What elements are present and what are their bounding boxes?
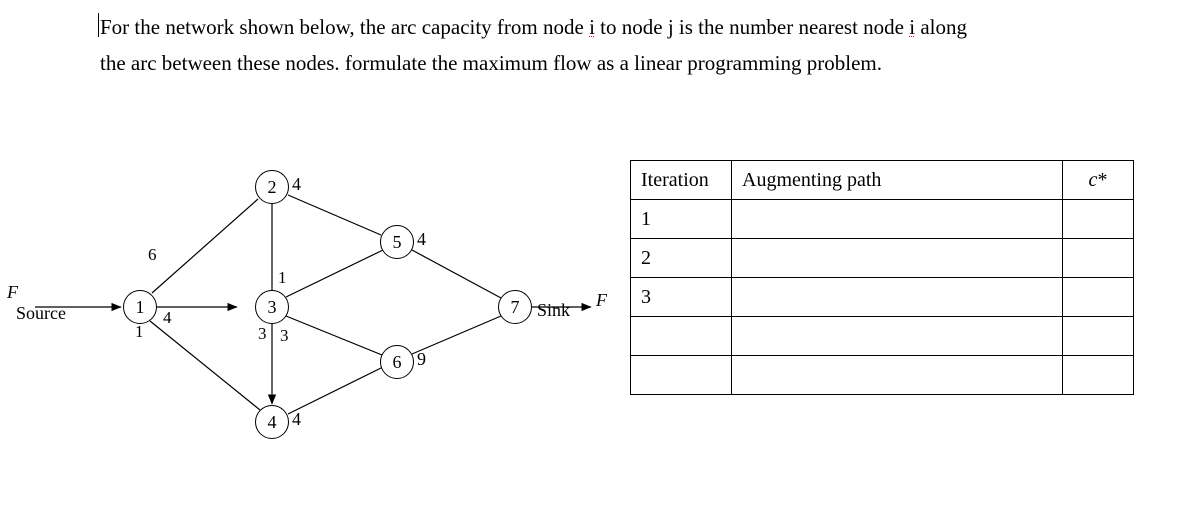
cstar-symbol: c xyxy=(1089,169,1098,191)
node-3: 3 xyxy=(255,290,289,324)
sink-label: Sink xyxy=(537,300,570,321)
edge-3-6 xyxy=(286,316,382,355)
cap-1-2: 6 xyxy=(148,245,157,265)
cell-iter-5 xyxy=(631,356,732,395)
node-6: 6 xyxy=(380,345,414,379)
cell-iter-1: 1 xyxy=(631,200,732,239)
cap-1-4: 1 xyxy=(135,322,144,342)
edge-3-5 xyxy=(286,250,383,297)
cap-1-3: 4 xyxy=(163,308,172,328)
col-iteration: Iteration xyxy=(631,161,732,200)
cell-path-3 xyxy=(732,278,1063,317)
col-augmenting-path: Augmenting path xyxy=(732,161,1063,200)
cell-iter-4 xyxy=(631,317,732,356)
source-label: Source xyxy=(16,303,66,324)
prompt-line1-mid: to node j is the number nearest node xyxy=(595,15,909,39)
cap-3-4-from: 3 xyxy=(258,324,267,344)
node-1: 1 xyxy=(123,290,157,324)
table-row xyxy=(631,356,1134,395)
node-7-label: 7 xyxy=(511,297,520,318)
cell-cstar-1 xyxy=(1063,200,1134,239)
edge-5-7 xyxy=(412,250,501,298)
node-2: 2 xyxy=(255,170,289,204)
table-row: 1 xyxy=(631,200,1134,239)
table-row: 2 xyxy=(631,239,1134,278)
cell-path-1 xyxy=(732,200,1063,239)
cell-path-2 xyxy=(732,239,1063,278)
prompt-line1-post: along xyxy=(915,15,967,39)
node-2-label: 2 xyxy=(268,177,277,198)
node-5-label: 5 xyxy=(393,232,402,253)
cell-cstar-3 xyxy=(1063,278,1134,317)
edge-2-5 xyxy=(288,195,381,235)
network-diagram: 1 2 3 4 5 6 7 4 4 4 9 6 4 1 1 3 3 F Sour… xyxy=(0,150,620,470)
problem-statement: For the network shown below, the arc cap… xyxy=(100,10,1120,81)
edge-4-6 xyxy=(288,368,381,414)
sink-f-label: F xyxy=(596,290,607,311)
cell-path-4 xyxy=(732,317,1063,356)
augmenting-path-table: Iteration Augmenting path c* 1 2 3 xyxy=(630,160,1134,395)
cell-cstar-5 xyxy=(1063,356,1134,395)
text-cursor xyxy=(98,13,99,37)
edge-1-4 xyxy=(150,321,260,410)
node-6-sidelabel: 9 xyxy=(417,349,426,370)
node-5-sidelabel: 4 xyxy=(417,229,426,250)
node-2-sidelabel: 4 xyxy=(292,174,301,195)
node-4: 4 xyxy=(255,405,289,439)
cap-3-4-to: 3 xyxy=(280,326,289,346)
col-cstar: c* xyxy=(1063,161,1134,200)
table-row xyxy=(631,317,1134,356)
augmenting-path-table-wrap: Iteration Augmenting path c* 1 2 3 xyxy=(630,160,1134,395)
node-4-sidelabel: 4 xyxy=(292,409,301,430)
node-6-label: 6 xyxy=(393,352,402,373)
table-header-row: Iteration Augmenting path c* xyxy=(631,161,1134,200)
node-5: 5 xyxy=(380,225,414,259)
cell-cstar-2 xyxy=(1063,239,1134,278)
cell-iter-2: 2 xyxy=(631,239,732,278)
cell-path-5 xyxy=(732,356,1063,395)
prompt-line2: the arc between these nodes. formulate t… xyxy=(100,51,882,75)
node-7: 7 xyxy=(498,290,532,324)
prompt-line1-pre: For the network shown below, the arc cap… xyxy=(100,15,589,39)
node-4-label: 4 xyxy=(268,412,277,433)
node-1-label: 1 xyxy=(136,297,145,318)
edge-1-2 xyxy=(152,199,258,293)
node-3-label: 3 xyxy=(268,297,277,318)
cap-2-3-to: 1 xyxy=(278,268,287,288)
cell-iter-3: 3 xyxy=(631,278,732,317)
table-row: 3 xyxy=(631,278,1134,317)
source-f-label: F xyxy=(7,282,18,303)
cell-cstar-4 xyxy=(1063,317,1134,356)
